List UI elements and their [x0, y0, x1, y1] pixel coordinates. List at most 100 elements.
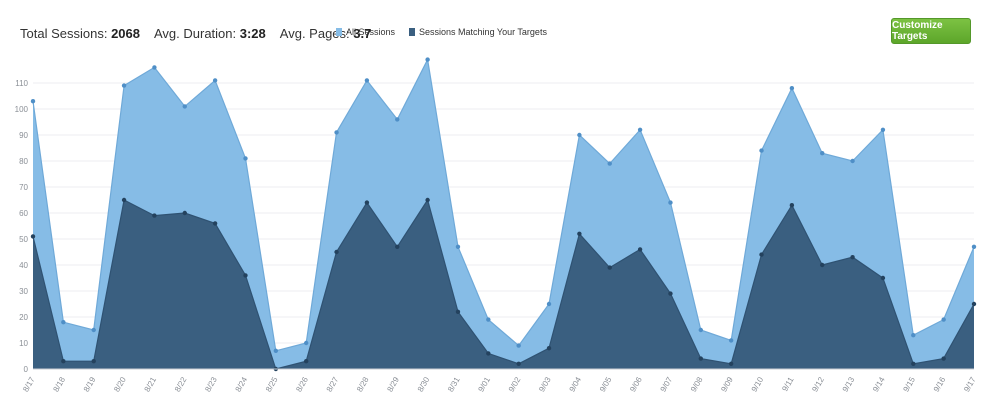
data-point-series-1	[880, 275, 886, 281]
total-sessions-stat: Total Sessions: 2068	[20, 25, 140, 41]
data-point-series-1	[698, 356, 704, 361]
data-point-series-0	[121, 83, 127, 88]
data-point-series-1	[486, 351, 491, 356]
x-tick-label: 9/06	[628, 375, 644, 393]
y-tick-label: 20	[19, 313, 28, 322]
data-point-series-1	[395, 244, 400, 249]
data-point-series-1	[243, 273, 248, 278]
x-tick-label: 8/25	[264, 375, 280, 393]
data-point-series-1	[121, 197, 127, 203]
x-tick-label: 9/10	[750, 375, 766, 393]
data-point-series-1	[911, 361, 916, 366]
data-point-series-1	[728, 361, 734, 366]
data-point-series-0	[789, 86, 795, 91]
data-point-series-1	[455, 309, 461, 314]
data-point-series-1	[971, 301, 977, 307]
avg-duration-stat: Avg. Duration: 3:28	[153, 25, 266, 41]
x-tick-label: 9/17	[962, 375, 978, 393]
y-tick-label: 40	[19, 261, 28, 270]
data-point-series-1	[941, 356, 946, 361]
data-point-series-0	[607, 161, 612, 166]
data-point-series-0	[334, 130, 339, 135]
data-point-series-0	[61, 320, 66, 325]
data-point-series-0	[820, 151, 825, 156]
data-point-series-0	[273, 348, 279, 353]
x-tick-label: 9/01	[476, 375, 492, 393]
x-tick-label: 8/19	[82, 375, 98, 393]
y-tick-label: 60	[19, 209, 28, 218]
y-tick-label: 100	[15, 105, 29, 114]
data-point-series-0	[971, 244, 977, 249]
x-tick-label: 9/04	[568, 375, 584, 393]
y-tick-label: 80	[19, 157, 28, 166]
x-tick-label: 8/27	[325, 375, 341, 393]
data-point-series-1	[30, 234, 36, 239]
x-tick-label: 9/15	[901, 375, 917, 393]
data-point-series-0	[212, 78, 218, 83]
x-tick-label: 8/17	[21, 375, 37, 393]
data-point-series-0	[911, 333, 916, 338]
x-tick-label: 8/23	[203, 375, 219, 393]
x-tick-label: 9/12	[810, 375, 826, 393]
data-point-series-0	[425, 57, 430, 62]
data-point-series-0	[728, 338, 734, 343]
y-tick-label: 30	[19, 287, 28, 296]
data-point-series-0	[455, 244, 461, 249]
data-point-series-1	[425, 197, 430, 203]
y-tick-label: 90	[19, 131, 28, 140]
legend-label-all-sessions: All Sessions	[346, 27, 396, 37]
x-tick-label: 8/28	[355, 375, 371, 393]
data-point-series-1	[668, 291, 673, 296]
data-point-series-0	[486, 317, 491, 322]
avg-duration-value: 3:28	[239, 25, 266, 41]
data-point-series-0	[364, 78, 370, 83]
legend-label-matching: Sessions Matching Your Targets	[419, 27, 547, 37]
data-point-series-0	[91, 327, 96, 333]
data-point-series-0	[941, 317, 946, 322]
data-point-series-1	[577, 231, 582, 236]
legend-item-all-sessions[interactable]: All Sessions	[336, 27, 395, 37]
avg-pages-value: 3.7	[353, 25, 372, 41]
x-tick-label: 8/20	[112, 375, 128, 393]
x-tick-label: 9/09	[719, 375, 735, 393]
data-point-series-0	[850, 158, 855, 164]
y-tick-label: 50	[19, 235, 28, 244]
data-point-series-1	[182, 210, 187, 216]
data-point-series-0	[303, 340, 309, 346]
x-tick-label: 8/26	[294, 375, 310, 393]
x-tick-label: 9/14	[871, 375, 887, 393]
x-tick-label: 8/31	[446, 375, 462, 393]
y-tick-label: 10	[19, 339, 28, 348]
data-point-series-1	[334, 249, 339, 255]
data-point-series-1	[212, 221, 218, 226]
data-point-series-1	[91, 359, 96, 364]
y-tick-label: 0	[24, 365, 29, 374]
data-point-series-0	[182, 104, 187, 109]
data-point-series-0	[243, 156, 248, 161]
x-tick-label: 9/05	[598, 375, 614, 393]
data-point-series-1	[546, 346, 552, 351]
x-tick-label: 8/24	[234, 375, 250, 393]
y-tick-label: 70	[19, 183, 28, 192]
summary-stats: Total Sessions: 2068 Avg. Duration: 3:28…	[20, 23, 385, 43]
chart-legend: All Sessions Sessions Matching Your Targ…	[336, 27, 561, 37]
data-point-series-0	[152, 65, 157, 70]
total-sessions-value: 2068	[111, 25, 140, 41]
line-series-0	[32, 57, 975, 352]
area-series-1	[33, 200, 974, 369]
y-tick-label: 110	[15, 79, 28, 88]
data-point-series-1	[516, 361, 521, 366]
legend-item-matching[interactable]: Sessions Matching Your Targets	[409, 27, 547, 37]
data-point-series-0	[698, 327, 704, 333]
legend-swatch-matching	[409, 28, 416, 36]
data-point-series-1	[364, 200, 370, 205]
x-tick-label: 9/08	[689, 375, 705, 393]
customize-targets-button[interactable]: Customize Targets	[891, 18, 971, 44]
data-point-series-1	[607, 265, 612, 270]
x-tick-label: 8/22	[173, 375, 189, 393]
data-point-series-0	[637, 127, 643, 132]
line-series-1	[32, 198, 975, 370]
x-tick-label: 8/29	[385, 375, 401, 393]
